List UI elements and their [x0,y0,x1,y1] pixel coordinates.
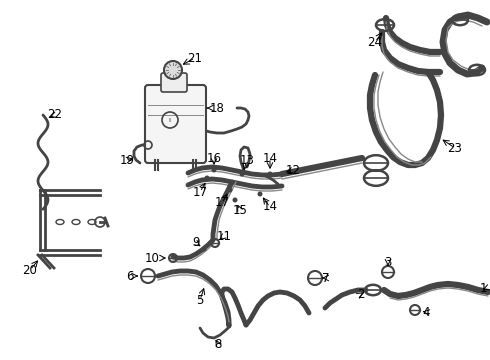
Text: 2: 2 [357,288,365,301]
Text: 6: 6 [126,270,134,283]
Text: 7: 7 [322,271,330,284]
Text: 10: 10 [145,252,160,265]
Text: 11: 11 [217,230,231,243]
Text: 9: 9 [192,237,200,249]
Text: 4: 4 [422,306,430,319]
Circle shape [164,61,182,79]
Text: 5: 5 [196,293,204,306]
Text: 24: 24 [368,36,383,49]
Text: 19: 19 [120,153,134,166]
Circle shape [227,188,232,193]
Text: 17: 17 [193,185,207,198]
Circle shape [268,171,272,176]
Text: 16: 16 [206,152,221,165]
Text: 13: 13 [240,153,254,166]
Circle shape [258,192,263,197]
Text: II: II [169,117,171,122]
Text: 14: 14 [263,152,277,165]
Text: 17: 17 [215,197,229,210]
Text: 3: 3 [384,256,392,269]
FancyBboxPatch shape [145,85,206,163]
Text: 20: 20 [23,264,37,276]
Text: 1: 1 [480,282,487,294]
Text: 12: 12 [286,163,300,176]
Circle shape [212,167,217,172]
Circle shape [232,198,238,202]
Text: 21: 21 [188,51,202,64]
FancyBboxPatch shape [161,73,187,92]
Text: 15: 15 [233,203,247,216]
Text: 22: 22 [48,108,63,122]
Circle shape [201,247,206,252]
Circle shape [204,175,210,180]
Text: 18: 18 [210,102,225,114]
Text: 14: 14 [263,201,277,213]
Text: 8: 8 [214,338,221,351]
Circle shape [240,171,245,176]
Text: 23: 23 [447,141,463,154]
